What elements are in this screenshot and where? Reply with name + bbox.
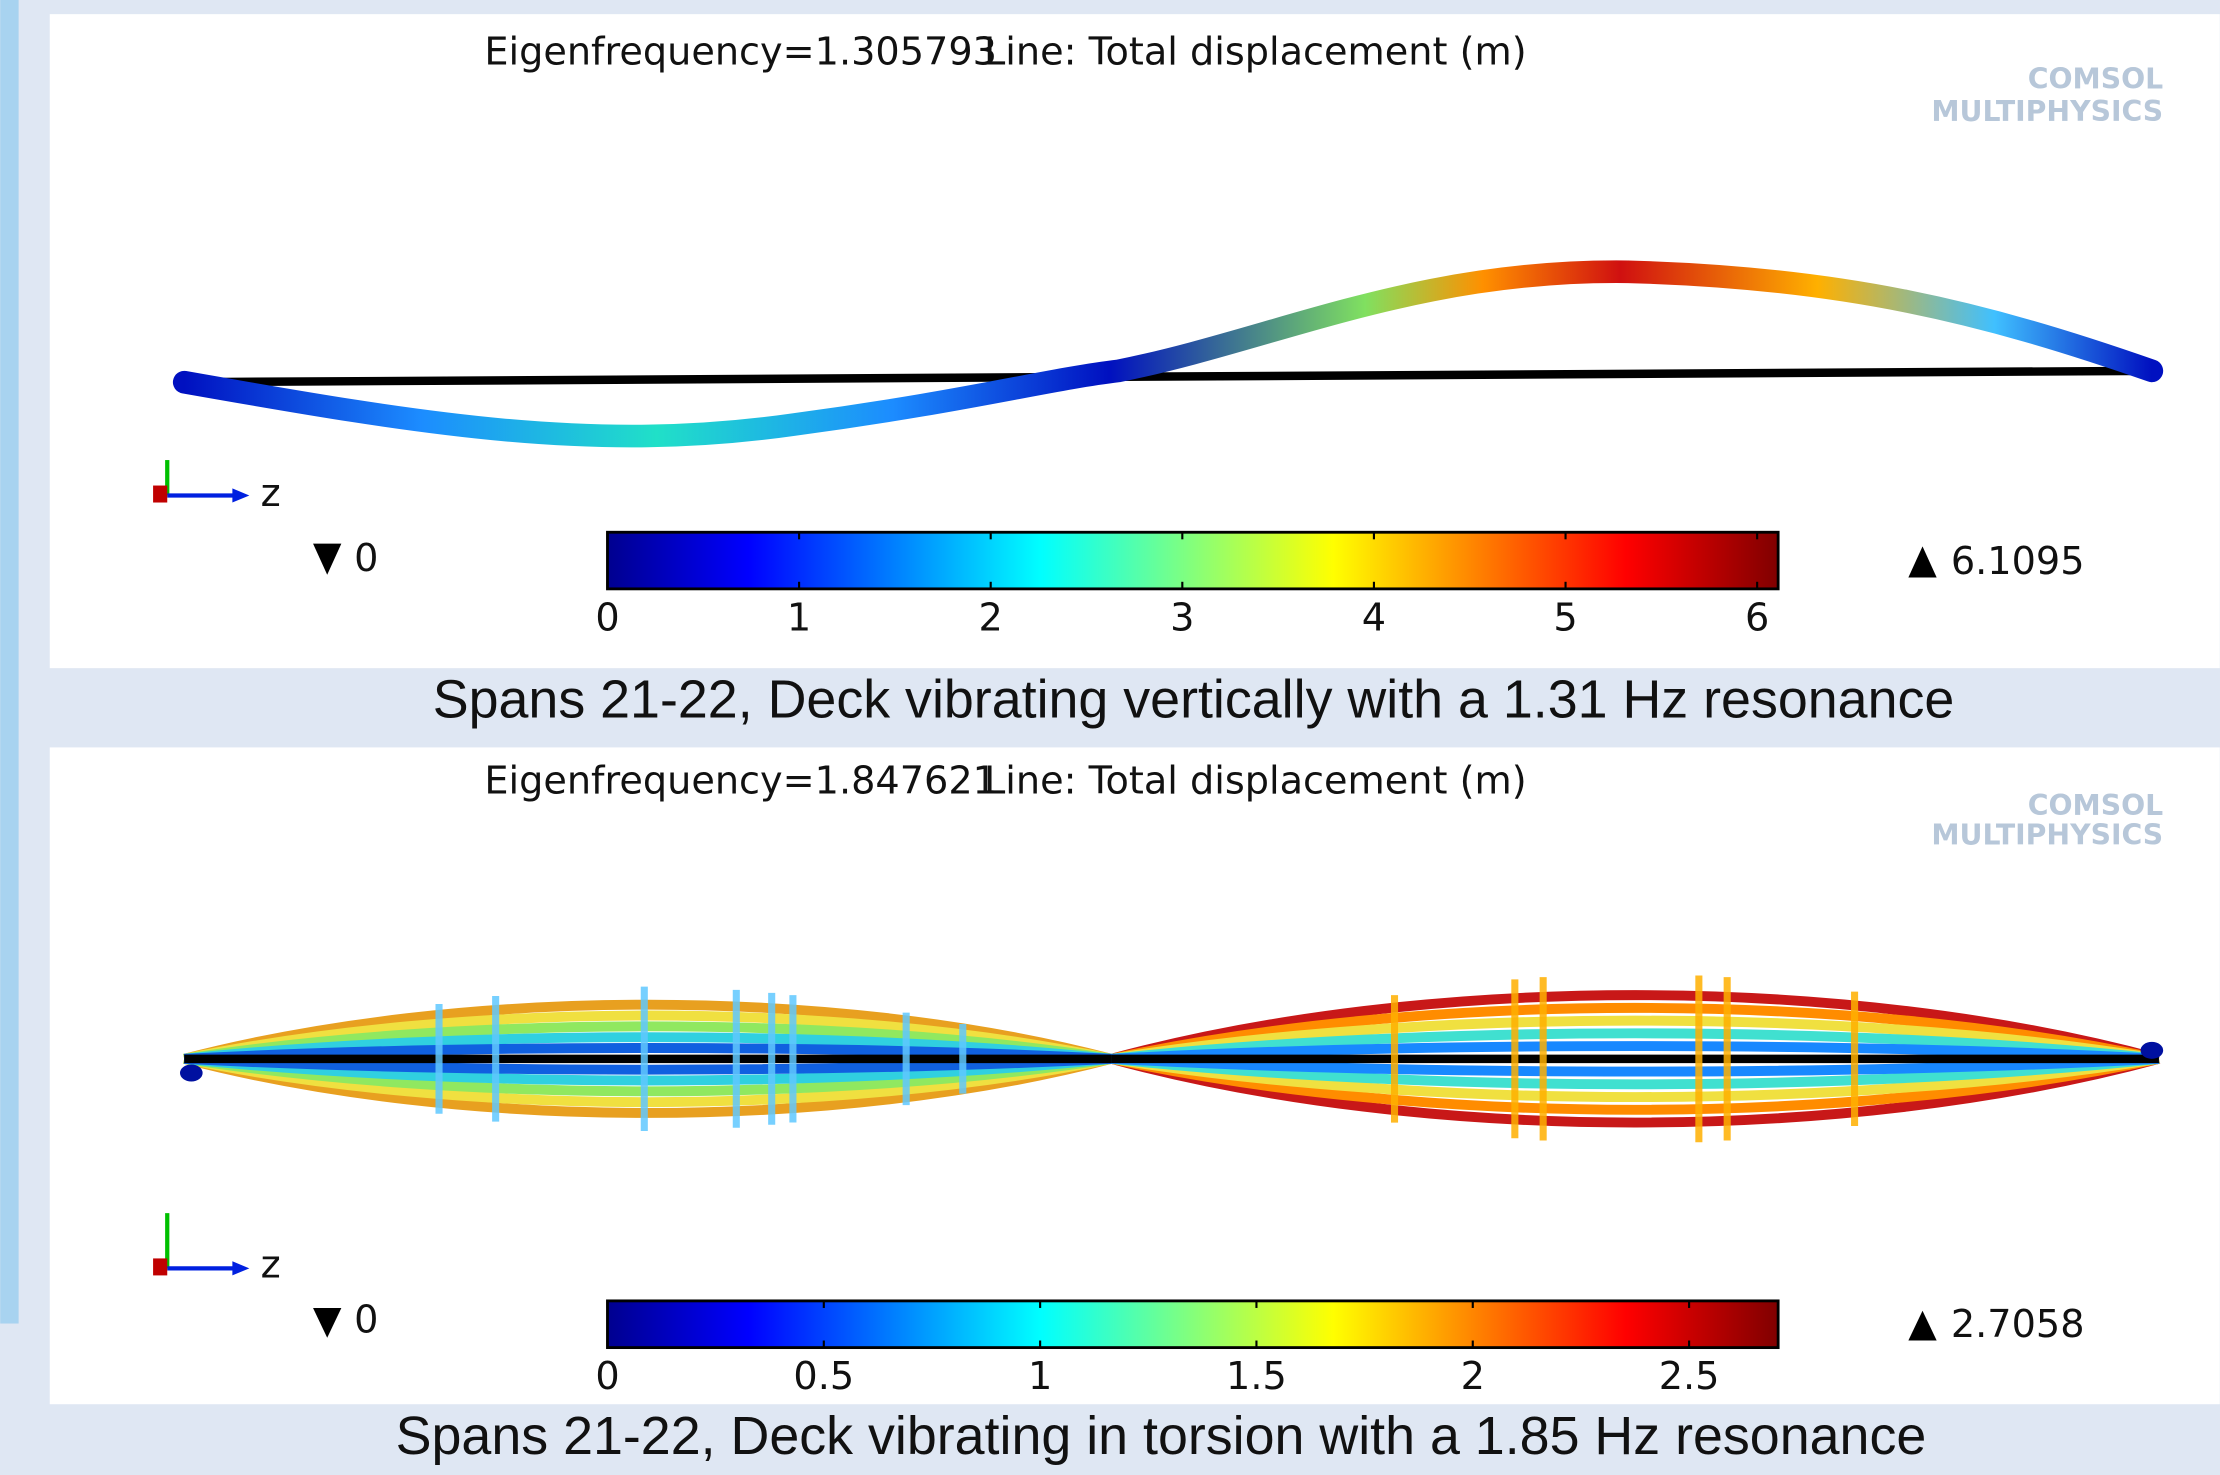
colorbar: [607, 1301, 1778, 1348]
eigenfrequency: Eigenfrequency=1.305793: [484, 30, 997, 74]
colorbar-tick-label: 2: [979, 597, 1003, 641]
deck-end: [2141, 1042, 2164, 1059]
page: {"panels": [ {"eigenfrequency_label": "E…: [0, 0, 2220, 1475]
caption: Spans 21-22, Deck vibrating vertically w…: [433, 670, 1955, 730]
colorbar-tick-label: 5: [1553, 597, 1577, 641]
colorbar-tick-label: 4: [1362, 597, 1386, 641]
slide: Eigenfrequency=1.305793 Line: Total disp…: [0, 0, 2220, 1475]
colorbar-tick-label: 3: [1170, 597, 1194, 641]
colorbar-tick-label: 0: [595, 597, 619, 641]
plot-label: Line: Total displacement (m): [984, 30, 1527, 74]
caption: Spans 21-22, Deck vibrating in torsion w…: [396, 1406, 1927, 1466]
side-stripe: [0, 0, 18, 1324]
logo: COMSOL: [2028, 63, 2163, 96]
colorbar-min: 0: [354, 537, 378, 581]
deck-end: [180, 1064, 203, 1081]
colorbar-tick-label: 0: [595, 1355, 619, 1399]
colorbar-tick-label: 2: [1461, 1355, 1485, 1399]
colorbar-tick-label: 1.5: [1226, 1355, 1287, 1399]
colorbar-tick-label: 6: [1745, 597, 1769, 641]
logo: COMSOL: [2028, 789, 2163, 822]
colorbar-tick-label: 0.5: [793, 1355, 854, 1399]
colorbar-tick-label: 2.5: [1659, 1355, 1720, 1399]
colorbar-tick-label: 1: [787, 597, 811, 641]
eigenfrequency: Eigenfrequency=1.847621: [484, 759, 997, 803]
plot-label: Line: Total displacement (m): [984, 759, 1527, 803]
colorbar: [607, 532, 1778, 589]
colorbar-max: 6.1095: [1951, 540, 2085, 584]
colorbar-max: 2.7058: [1951, 1303, 2085, 1347]
colorbar-tick-label: 1: [1028, 1355, 1052, 1399]
axis-label: z: [261, 472, 281, 516]
axis-label: z: [261, 1243, 281, 1287]
colorbar-min: 0: [354, 1299, 378, 1343]
logo: MULTIPHYSICS: [1931, 819, 2163, 852]
logo: MULTIPHYSICS: [1931, 95, 2163, 128]
